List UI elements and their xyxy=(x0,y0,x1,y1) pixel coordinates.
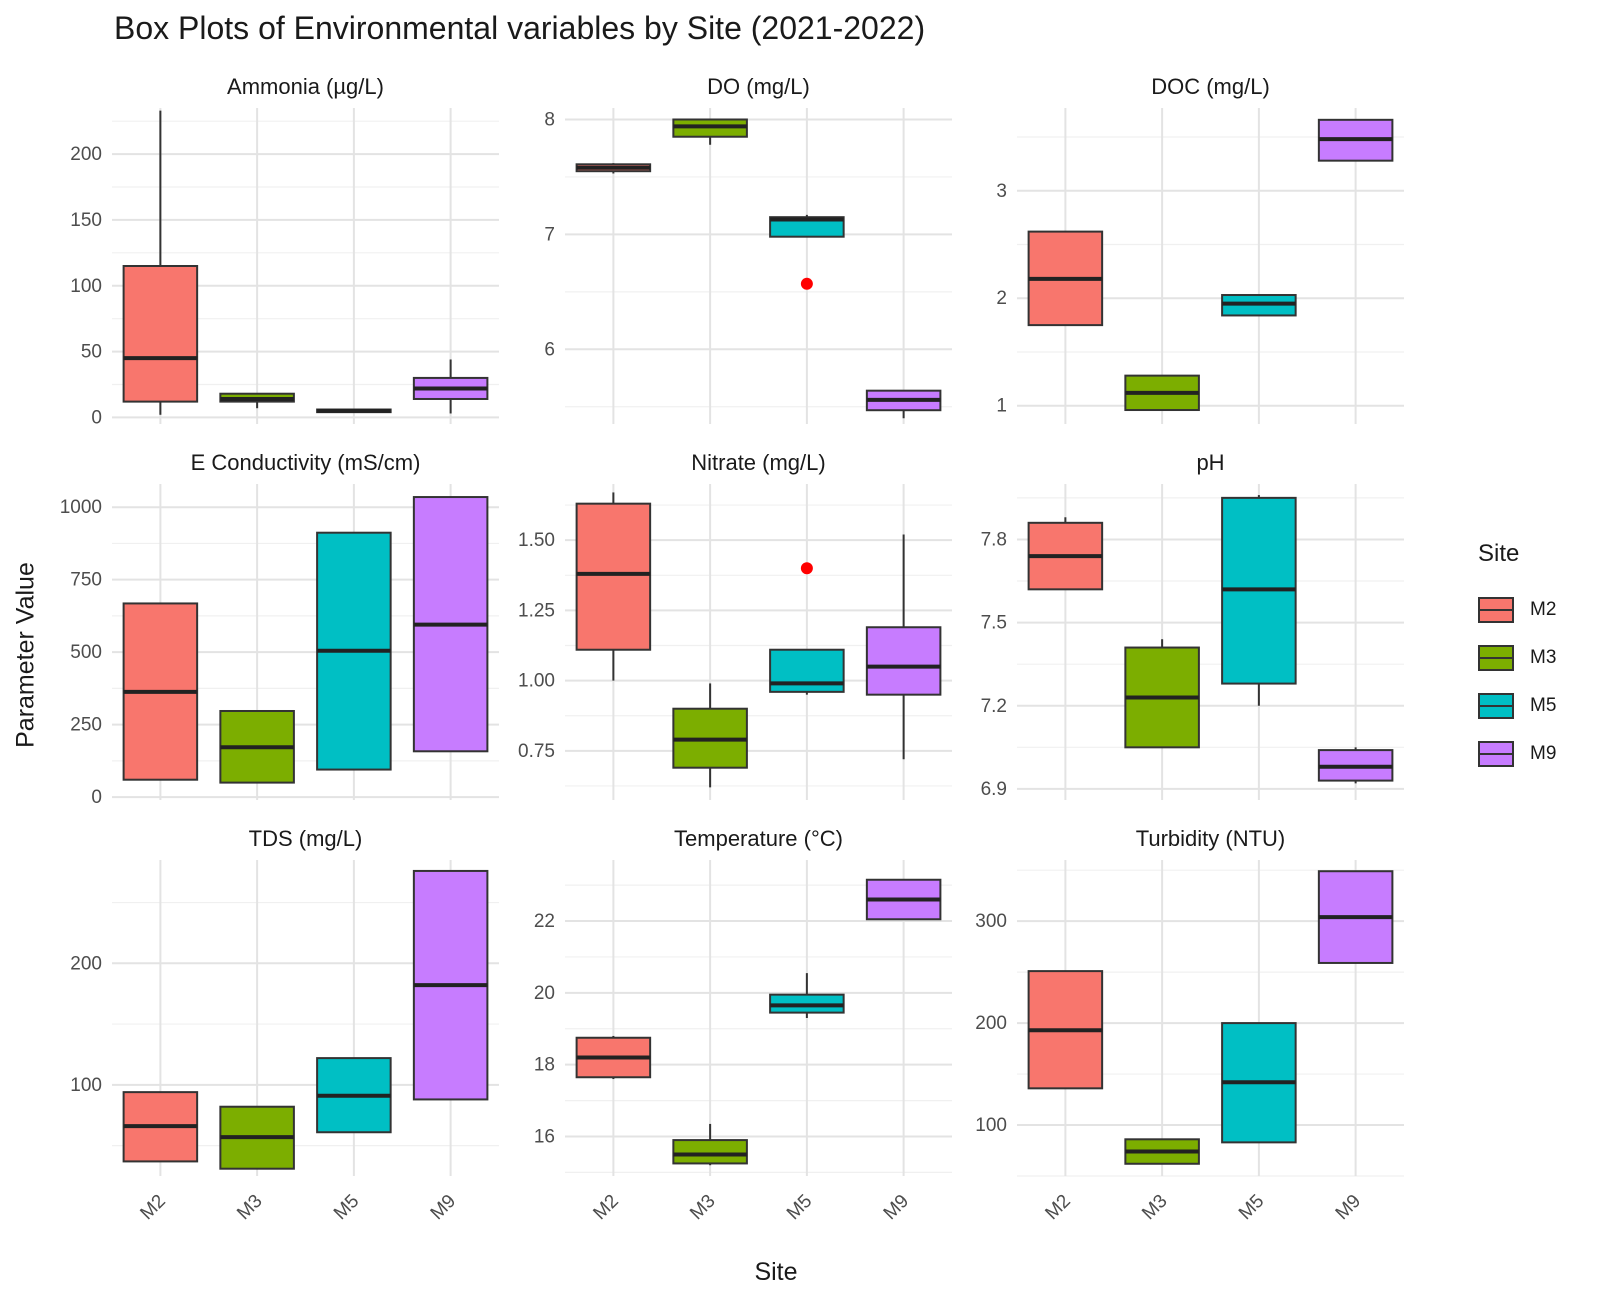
facet-4-ytick-label: 750 xyxy=(70,570,102,591)
facet-1-ytick-label: 0 xyxy=(91,407,102,428)
legend-key-m5 xyxy=(1478,693,1514,719)
facet-2-outlier-m5 xyxy=(800,277,813,290)
facet-9-xtick-label: M2 xyxy=(1041,1191,1075,1225)
facet-7-xtick-label: M3 xyxy=(233,1191,267,1225)
facet-7-xtick-label: M5 xyxy=(330,1191,364,1225)
facet-1-box-m2 xyxy=(122,265,199,403)
facet-9-ytick-label: 200 xyxy=(975,1013,1007,1034)
facet-9-xtick-label: M5 xyxy=(1235,1191,1269,1225)
facet-4-ytick-label: 0 xyxy=(91,787,102,808)
facet-9-ytick-label: 100 xyxy=(975,1115,1007,1136)
legend-item-m5: M5 xyxy=(1478,682,1556,730)
facet-3-ytick-label: 2 xyxy=(996,288,1007,309)
facet-1-ytick-label: 100 xyxy=(70,276,102,297)
legend-item-m2: M2 xyxy=(1478,586,1556,634)
facet-6-ytick-label: 7.2 xyxy=(981,696,1007,717)
facet-1-ytick-label: 150 xyxy=(70,210,102,231)
facet-5-ytick-label: 0.75 xyxy=(518,741,555,762)
facet-7-xtick-label: M9 xyxy=(427,1191,461,1225)
facet-3-ytick-label: 3 xyxy=(996,181,1007,202)
facet-5-ytick-label: 1.50 xyxy=(518,530,555,551)
legend-label-m2: M2 xyxy=(1530,599,1557,620)
facet-5-ytick-label: 1.25 xyxy=(518,600,555,621)
x-axis-label: Site xyxy=(754,1258,798,1286)
facet-2-ytick-label: 7 xyxy=(544,224,555,245)
facet-9-title: Turbidity (NTU) xyxy=(1136,826,1286,851)
facet-8-ytick-label: 18 xyxy=(534,1055,555,1076)
facet-6-ytick-label: 7.5 xyxy=(981,613,1007,634)
facet-8-title: Temperature (°C) xyxy=(674,826,843,851)
legend-key-m3 xyxy=(1478,645,1514,671)
legend-key-m2 xyxy=(1478,597,1514,623)
facet-2-box-m5 xyxy=(769,216,845,238)
facet-8-ytick-label: 16 xyxy=(534,1127,555,1148)
facet-7-ytick-label: 200 xyxy=(70,953,102,974)
legend-label-m3: M3 xyxy=(1530,647,1557,668)
facet-5-box-m2 xyxy=(575,502,652,651)
legend-item-m3: M3 xyxy=(1478,634,1556,682)
facet-8-box-m3 xyxy=(672,1139,748,1165)
facet-5-box-m5 xyxy=(769,648,845,693)
facet-7-title: TDS (mg/L) xyxy=(249,826,363,851)
facet-4-ytick-label: 250 xyxy=(70,715,102,736)
facet-8-xtick-label: M5 xyxy=(783,1191,817,1225)
facet-5-title: Nitrate (mg/L) xyxy=(691,450,825,475)
chart-title: Box Plots of Environmental variables by … xyxy=(114,10,926,46)
facet-9-ytick-label: 300 xyxy=(975,911,1007,932)
facet-6-ytick-label: 6.9 xyxy=(981,779,1007,800)
facet-1-ytick-label: 200 xyxy=(70,144,102,165)
facet-7-ytick-label: 100 xyxy=(70,1075,102,1096)
facet-3-ytick-label: 1 xyxy=(996,396,1007,417)
facet-8-ytick-label: 20 xyxy=(534,983,555,1004)
facet-8-xtick-label: M2 xyxy=(589,1191,623,1225)
facet-1-title: Ammonia (µg/L) xyxy=(227,74,384,99)
facet-5-outlier-m5 xyxy=(800,562,813,575)
facet-4-ytick-label: 500 xyxy=(70,642,102,663)
facet-9-xtick-label: M3 xyxy=(1138,1191,1172,1225)
facet-4-title: E Conductivity (mS/cm) xyxy=(191,450,421,475)
facet-6-title: pH xyxy=(1196,450,1224,475)
facet-7-xtick-label: M2 xyxy=(136,1191,170,1225)
legend-label-m9: M9 xyxy=(1530,743,1557,764)
facet-8-ytick-label: 22 xyxy=(534,911,555,932)
legend-key-m9 xyxy=(1478,741,1514,767)
facet-2-ytick-label: 6 xyxy=(544,339,555,360)
facet-3-title: DOC (mg/L) xyxy=(1151,74,1270,99)
facet-9-xtick-label: M9 xyxy=(1332,1191,1366,1225)
facet-1-ytick-label: 50 xyxy=(81,342,102,363)
facet-8-xtick-label: M3 xyxy=(686,1191,720,1225)
facet-5-box-m9 xyxy=(865,626,942,696)
facet-2-ytick-label: 8 xyxy=(544,109,555,130)
legend: Site M2 M3 M5 M9 xyxy=(1478,540,1556,778)
legend-title: Site xyxy=(1478,540,1520,567)
facet-5-ytick-label: 1.00 xyxy=(518,671,555,692)
legend-label-m5: M5 xyxy=(1530,695,1557,716)
legend-item-m9: M9 xyxy=(1478,730,1556,778)
facet-8-xtick-label: M9 xyxy=(880,1191,914,1225)
facet-4-ytick-label: 1000 xyxy=(60,497,102,518)
facet-6-ytick-label: 7.8 xyxy=(981,529,1007,550)
facet-2-title: DO (mg/L) xyxy=(707,74,810,99)
